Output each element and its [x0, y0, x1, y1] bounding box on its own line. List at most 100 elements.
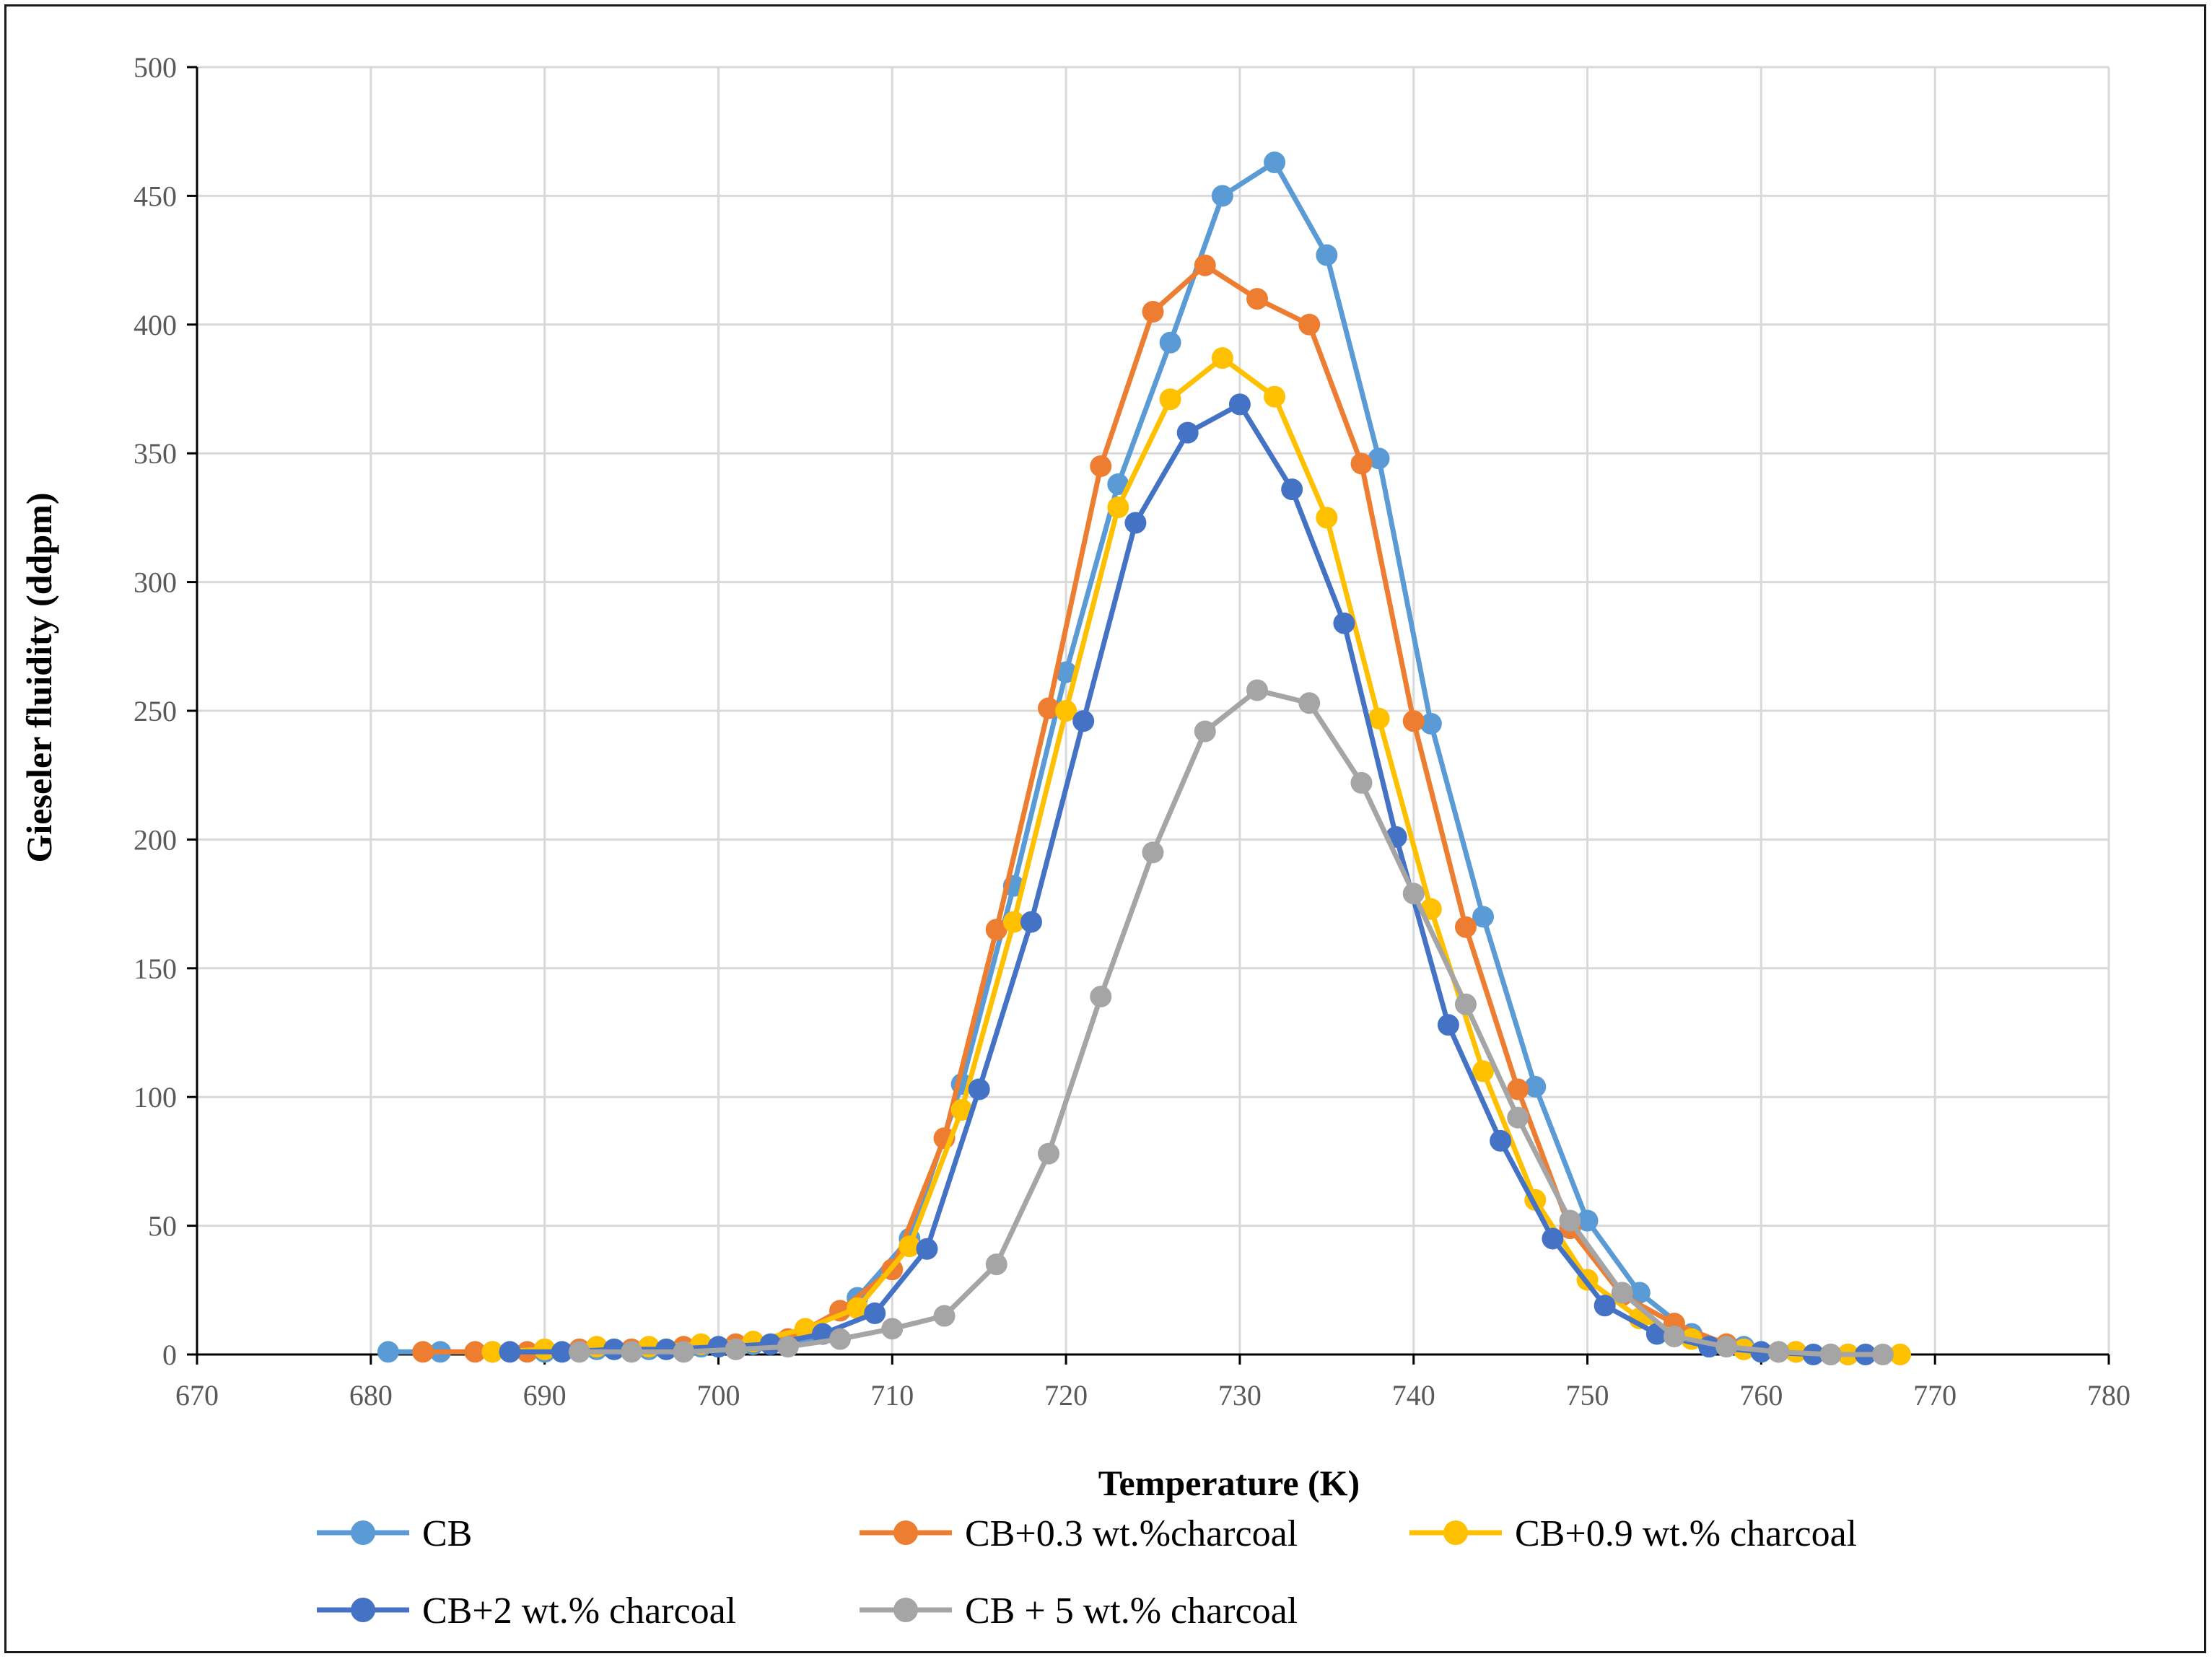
data-point — [1142, 841, 1164, 864]
data-point — [464, 1341, 486, 1363]
legend-item-5: CB + 5 wt.% charcoal — [860, 1590, 1298, 1632]
data-point — [533, 1338, 556, 1360]
data-point — [829, 1328, 852, 1350]
data-point — [1559, 1209, 1581, 1232]
legend-marker — [893, 1520, 918, 1545]
legend-label: CB+0.9 wt.% charcoal — [1515, 1513, 1857, 1554]
series-3 — [481, 347, 1912, 1365]
legend: CB CB+0.3 wt.%charcoal CB+0.9 wt.% charcoa… — [317, 1513, 1857, 1632]
data-point — [1020, 911, 1042, 933]
legend-marker — [1443, 1520, 1468, 1545]
data-point — [881, 1318, 904, 1340]
data-point — [1055, 700, 1077, 722]
x-axis-title: Temperature (K) — [1098, 1463, 1360, 1503]
data-point — [655, 1338, 678, 1360]
data-point — [1542, 1227, 1564, 1250]
data-point — [1628, 1282, 1651, 1304]
data-point — [1402, 883, 1425, 905]
chart-canvas: 0 50 100 150 200 250 300 350 400 450 500 670 680 690… — [19, 51, 2130, 1632]
data-point — [1507, 1106, 1529, 1129]
x-tick-label: 690 — [523, 1379, 567, 1411]
legend-label: CB + 5 wt.% charcoal — [965, 1590, 1298, 1632]
y-tick-label: 50 — [148, 1210, 177, 1243]
x-tick-label: 780 — [2087, 1379, 2130, 1411]
series-line — [423, 263, 1831, 1357]
y-tick-label: 200 — [134, 823, 177, 856]
series-line — [579, 688, 1883, 1357]
data-point — [1176, 421, 1199, 444]
data-point — [1437, 1014, 1459, 1036]
data-point — [1055, 661, 1077, 683]
data-point — [1246, 288, 1268, 310]
data-point — [621, 1341, 643, 1363]
data-point — [1350, 452, 1373, 475]
series-1 — [377, 152, 1859, 1365]
series-line — [388, 159, 1848, 1357]
data-point — [1454, 916, 1477, 938]
data-point — [1819, 1344, 1842, 1365]
series-line — [492, 355, 1900, 1357]
data-point — [1194, 254, 1216, 276]
legend-marker — [893, 1598, 918, 1622]
x-tick-label: 730 — [1218, 1379, 1262, 1411]
data-point — [899, 1235, 921, 1258]
data-point — [1767, 1341, 1790, 1363]
data-point — [777, 1336, 799, 1358]
data-point — [1524, 1075, 1547, 1098]
y-tick-labels: 0 50 100 150 200 250 300 350 400 450 500 — [134, 51, 177, 1371]
data-point — [916, 1238, 938, 1260]
data-point — [1454, 993, 1477, 1015]
data-point — [985, 919, 1007, 941]
x-tick-label: 700 — [696, 1379, 740, 1411]
y-tick-label: 450 — [134, 180, 177, 212]
data-point — [1663, 1326, 1685, 1348]
data-point — [985, 1253, 1007, 1276]
data-point — [1107, 496, 1129, 519]
y-tick-label: 300 — [134, 566, 177, 599]
legend-label: CB — [422, 1513, 472, 1554]
series-line — [510, 401, 1866, 1357]
data-point — [1594, 1295, 1616, 1317]
y-tick-label: 0 — [162, 1339, 177, 1371]
data-point — [1576, 1209, 1599, 1232]
data-point — [1333, 612, 1355, 634]
data-point — [968, 1078, 990, 1100]
legend-marker — [351, 1598, 375, 1622]
y-tick-label: 150 — [134, 953, 177, 985]
y-tick-label: 350 — [134, 437, 177, 470]
data-point — [1002, 911, 1025, 933]
data-point — [1368, 707, 1390, 730]
data-point — [1871, 1344, 1894, 1365]
chart-frame: 0 50 100 150 200 250 300 350 400 450 500 670 680 690… — [4, 4, 2206, 1653]
data-point — [1298, 313, 1321, 336]
legend-label: CB+2 wt.% charcoal — [422, 1590, 736, 1632]
data-point — [1611, 1282, 1633, 1304]
y-tick-label: 250 — [134, 695, 177, 727]
data-point — [1715, 1336, 1738, 1358]
data-point — [377, 1341, 399, 1363]
x-tick-label: 680 — [349, 1379, 393, 1411]
data-point — [1194, 720, 1216, 743]
x-tick-label: 740 — [1392, 1379, 1435, 1411]
data-point — [1402, 710, 1425, 732]
data-point — [603, 1338, 625, 1360]
data-point — [847, 1297, 869, 1319]
data-point — [1281, 478, 1303, 501]
data-point — [1264, 152, 1286, 174]
x-tick-label: 670 — [175, 1379, 219, 1411]
gridlines — [197, 66, 2110, 1354]
data-point — [1316, 507, 1338, 529]
data-point — [1124, 512, 1147, 534]
series-2 — [412, 254, 1842, 1365]
data-point — [864, 1302, 886, 1324]
x-tick-labels: 670 680 690 700 710 720 730 740 750 760 770 780 — [175, 1379, 2130, 1411]
data-point — [1038, 1142, 1060, 1165]
axes — [187, 66, 2110, 1365]
legend-label: CB+0.3 wt.%charcoal — [965, 1513, 1298, 1554]
data-point — [933, 1305, 956, 1327]
data-point — [1264, 385, 1286, 408]
x-tick-label: 770 — [1913, 1379, 1957, 1411]
legend-item-3: CB+0.9 wt.% charcoal — [1409, 1513, 1857, 1554]
legend-marker — [351, 1520, 375, 1545]
y-tick-label: 500 — [134, 51, 177, 84]
